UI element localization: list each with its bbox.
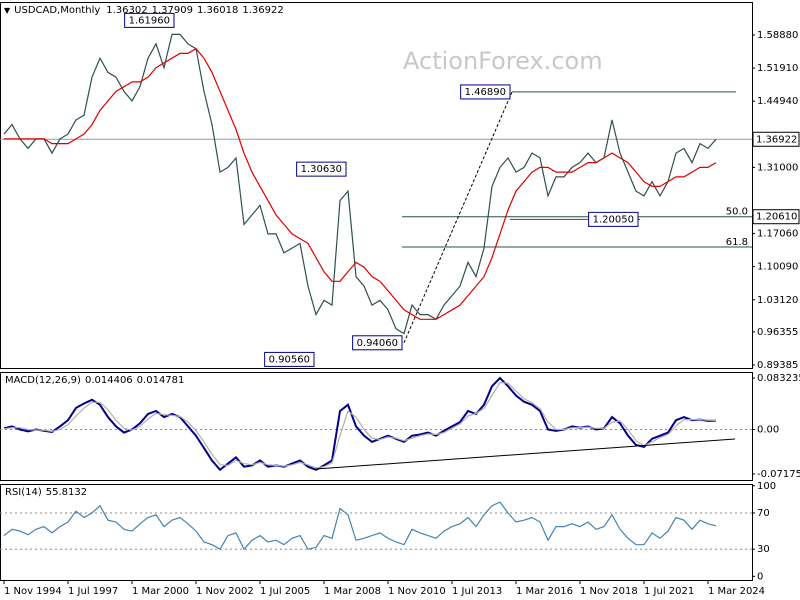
x-tick-label: 1 Nov 2018 — [580, 586, 638, 597]
macd-header: MACD(12,26,9) 0.014406 0.014781 — [5, 375, 184, 386]
y-tick-label: 0.00 — [757, 425, 779, 436]
annotation-box — [264, 351, 315, 367]
annotation-box — [460, 84, 511, 100]
y-tick-label: 70 — [757, 508, 770, 519]
x-tick-label: 1 Nov 2002 — [196, 586, 254, 597]
y-tick-label: 1.03120 — [757, 295, 798, 306]
rsi-value: 55.8132 — [46, 487, 87, 498]
x-tick-label: 1 Mar 2024 — [708, 586, 765, 597]
series-line — [4, 47, 717, 320]
y-tick-label: 1.44940 — [757, 96, 798, 107]
fib-label: 61.8 — [726, 237, 748, 248]
header-arrow: ▼ — [4, 6, 11, 15]
panel-border — [0, 484, 753, 581]
low: 1.36018 — [197, 5, 238, 16]
panel-border — [0, 372, 753, 481]
x-tick-label: 1 Nov 2010 — [388, 586, 446, 597]
symbol: USDCAD,Monthly — [14, 5, 100, 16]
x-tick-label: 1 Jul 2005 — [260, 586, 310, 597]
x-tick-label: 1 Jul 2021 — [644, 586, 694, 597]
x-tick-label: 1 Mar 2016 — [516, 586, 573, 597]
price-label-box — [752, 209, 800, 225]
panel-border — [0, 2, 753, 369]
close: 1.36922 — [242, 5, 283, 16]
y-tick-label: 1.51910 — [757, 63, 798, 74]
annotation-label: 0.90560 — [269, 354, 310, 365]
price-label: 1.20610 — [756, 212, 797, 223]
y-tick-label: 100 — [757, 481, 776, 492]
y-tick-label: 0.083235 — [757, 373, 800, 384]
y-tick-label: 1.31000 — [757, 162, 798, 173]
series-line — [3, 381, 717, 469]
series-line — [3, 501, 717, 551]
series-line — [3, 376, 717, 472]
x-tick-label: 1 Mar 2000 — [132, 586, 189, 597]
watermark: ActionForex.com — [403, 47, 603, 75]
y-tick-label: 1.58880 — [757, 30, 798, 41]
annotation-label: 1.46890 — [465, 87, 506, 98]
trend-line — [403, 91, 513, 343]
annotation-label: 1.30630 — [301, 164, 342, 175]
fib-label: 50.0 — [726, 207, 748, 218]
x-tick-label: 1 Jul 1997 — [68, 586, 118, 597]
annotation-label: 1.20050 — [593, 214, 634, 225]
price-label: 1.36922 — [756, 134, 797, 145]
macd-value: 0.014406 — [85, 375, 133, 386]
annotation-box — [588, 211, 639, 227]
signal-value: 0.014781 — [137, 375, 185, 386]
annotation-box — [352, 335, 403, 351]
price-label-box — [752, 131, 800, 147]
x-tick-label: 1 Jul 2013 — [452, 586, 502, 597]
y-tick-label: 0.96355 — [757, 327, 798, 338]
macd-trend-line — [315, 438, 736, 470]
y-tick-label: -0.071752 — [757, 469, 800, 480]
open: 1.36302 — [106, 5, 147, 16]
y-tick-label: 1.10090 — [757, 262, 798, 273]
annotation-box — [124, 12, 175, 28]
y-tick-label: 0.89385 — [757, 360, 798, 371]
annotation-box — [296, 161, 347, 177]
rsi-header: RSI(14) 55.8132 — [5, 487, 87, 498]
y-tick-label: 0 — [757, 571, 763, 582]
rsi-title: RSI(14) — [5, 487, 42, 498]
annotation-label: 1.61960 — [129, 15, 170, 26]
macd-title: MACD(12,26,9) — [5, 375, 81, 386]
y-tick-label: 1.17060 — [757, 229, 798, 240]
y-tick-label: 30 — [757, 544, 770, 555]
x-tick-label: 1 Mar 2008 — [324, 586, 381, 597]
high: 1.37909 — [152, 5, 193, 16]
x-tick-label: 1 Nov 1994 — [4, 586, 62, 597]
annotation-label: 0.94060 — [357, 338, 398, 349]
price-header: ▼ USDCAD,Monthly 1.36302 1.37909 1.36018 1.36… — [4, 5, 284, 16]
